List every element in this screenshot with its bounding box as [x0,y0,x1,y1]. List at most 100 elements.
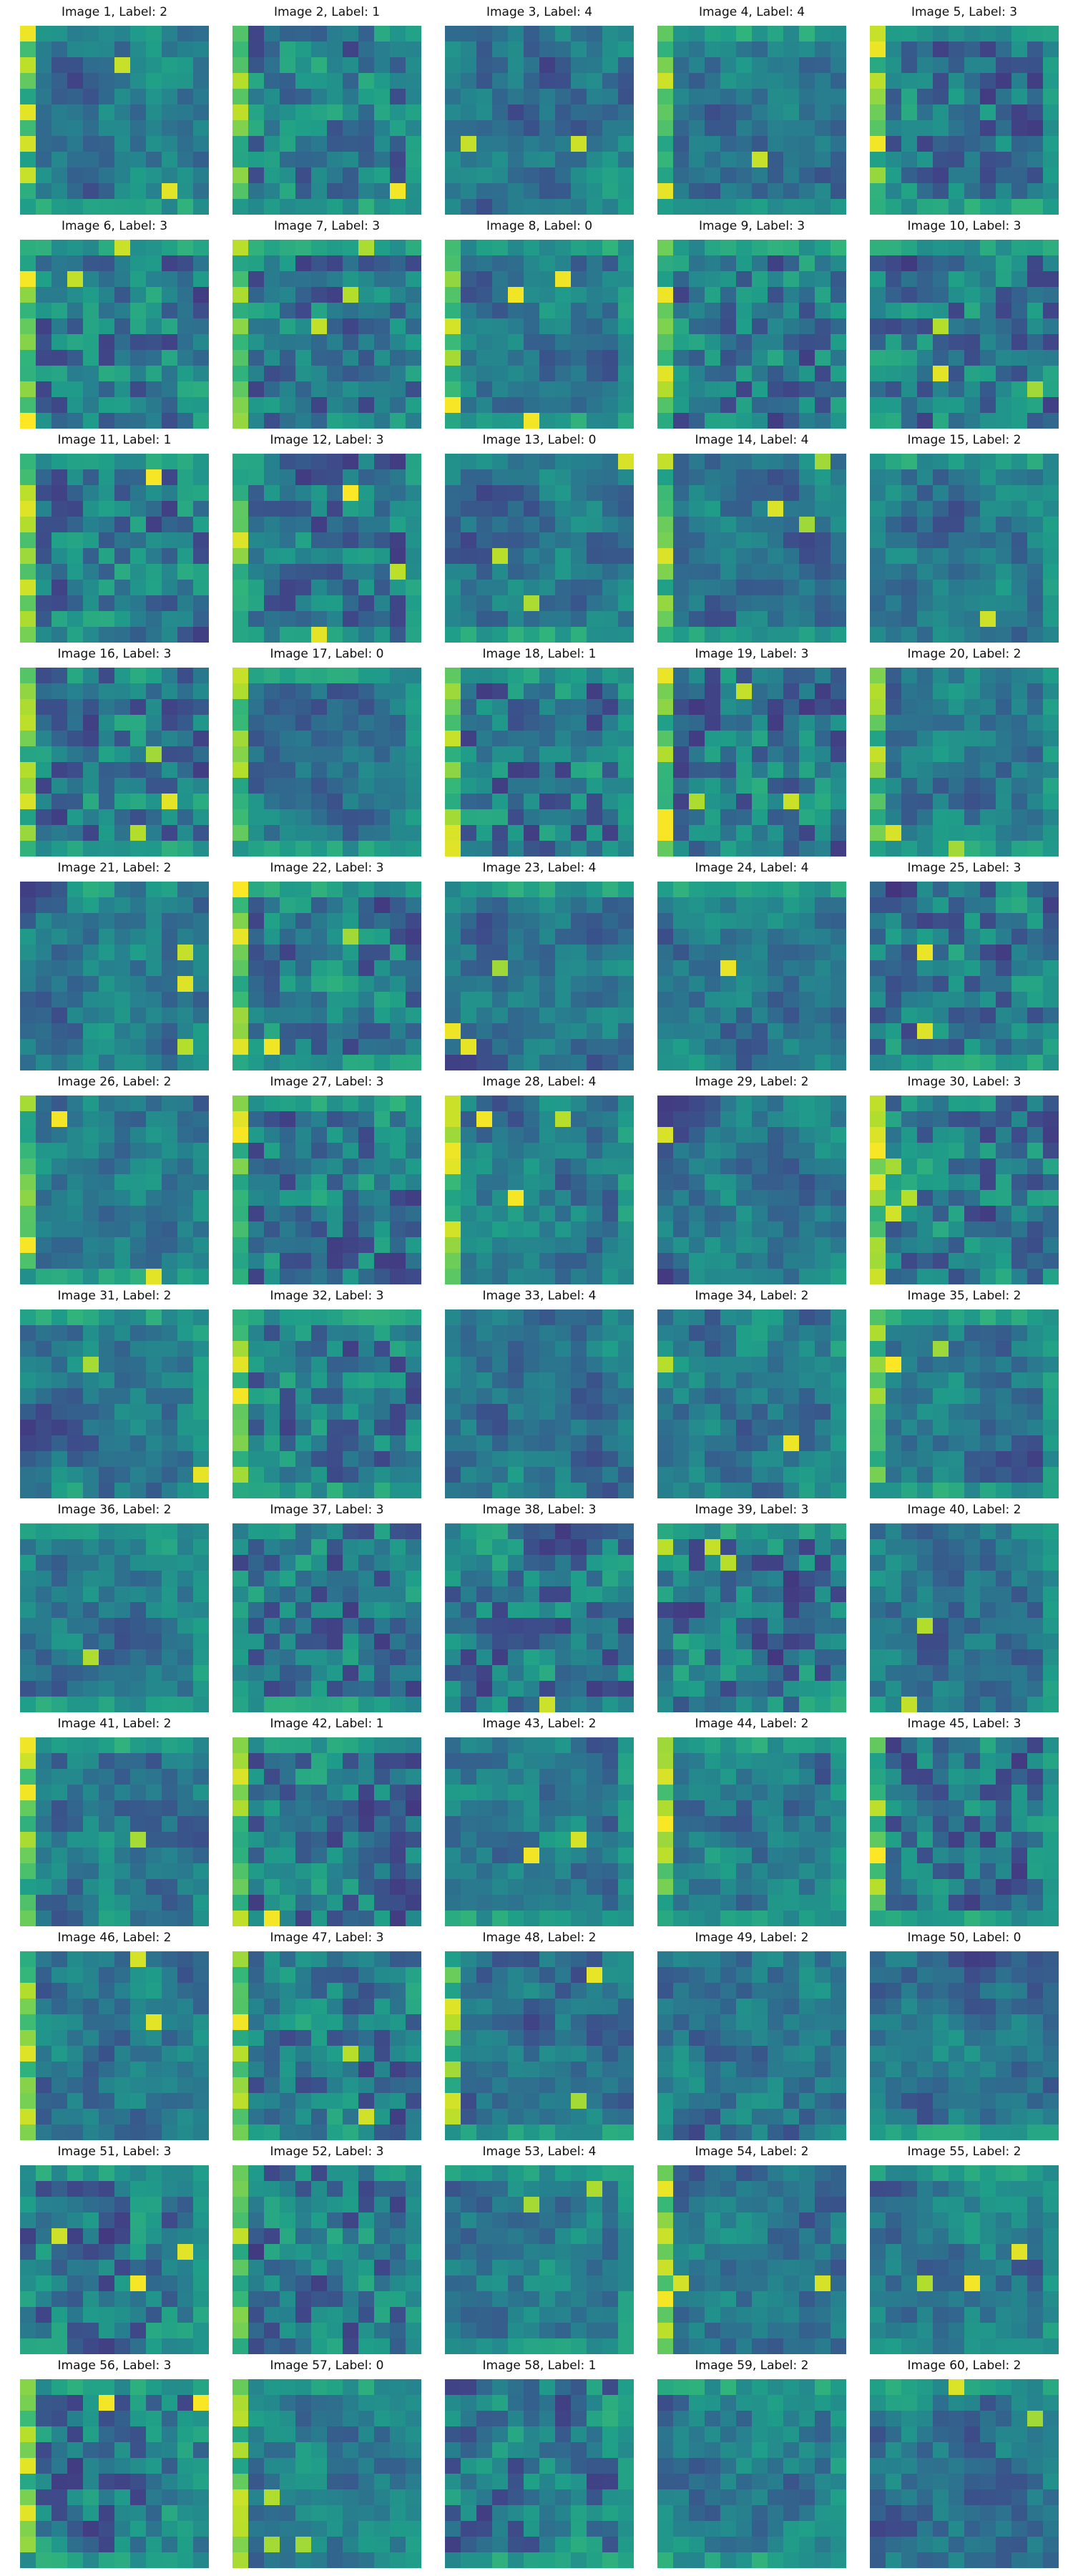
heatmap-cell [295,976,312,992]
heatmap-cell [146,89,162,105]
heatmap-cell [815,683,831,700]
heatmap-cell [555,841,572,857]
heatmap-cell [99,1055,115,1070]
heatmap-cell [343,897,359,914]
heatmap-cell [358,1357,375,1373]
heatmap-cell [162,397,178,414]
heatmap-cell [445,1055,461,1070]
heatmap-cell [815,731,831,747]
heatmap-cell [964,318,981,335]
heatmap-cell [193,683,209,700]
heatmap-cell [193,104,209,121]
heatmap-cell [996,595,1012,612]
heatmap-cell [67,397,84,414]
heatmap-cell [67,1404,84,1420]
heatmap-cell [390,564,406,580]
heatmap-cell [248,731,265,747]
heatmap-cell [327,183,343,200]
heatmap-cell [587,454,603,470]
heatmap-cell [295,1309,312,1326]
heatmap-cell [1043,809,1059,826]
heatmap-cell [618,627,634,643]
heatmap-cell [886,929,902,945]
heatmap-cell [964,960,981,977]
heatmap-cell [618,485,634,502]
heatmap-cell [193,366,209,382]
heatmap-cell [162,611,178,628]
heatmap-cell [295,1055,312,1070]
heatmap-cell [1043,73,1059,89]
heatmap-cell [996,397,1012,414]
heatmap-cell [815,152,831,168]
heatmap-cell [524,595,540,612]
heatmap-cell [114,1467,131,1483]
heatmap-cell [933,469,949,486]
heatmap-cell [295,580,312,596]
heatmap-cell [476,42,493,58]
heatmap-cell [831,809,846,826]
heatmap-cell [705,1055,721,1070]
heatmap-cell [1027,809,1044,826]
heatmap-cell [390,287,406,303]
heatmap-cell [524,1111,540,1128]
heatmap-cell [248,120,265,137]
heatmap-cell [689,469,705,486]
heatmap-cell [571,960,587,977]
heatmap-cell [67,668,84,684]
heatmap-cell [524,167,540,184]
heatmap-cell [476,1357,493,1373]
heatmap-cell [358,318,375,335]
heatmap-cell [964,794,981,810]
heatmap-cell [602,104,619,121]
heatmap-cell [177,501,194,517]
heatmap-cell [720,699,737,716]
heatmap-cell [406,26,421,42]
heatmap-cell [358,469,375,486]
heatmap-cell [555,882,572,898]
heatmap-cell [539,548,556,565]
heatmap-cell [886,366,902,382]
heatmap-cell [36,485,52,502]
heatmap-cell [146,1388,162,1405]
heatmap-cell [964,1221,981,1238]
heatmap-cell [36,778,52,794]
heatmap-cell [492,564,509,580]
heatmap-cell [815,1039,831,1055]
heatmap-cell [870,136,886,152]
heatmap-cell [36,152,52,168]
heatmap-cell [461,731,477,747]
heatmap-cell [162,1190,178,1206]
heatmap-cell [343,1341,359,1357]
heatmap-cell [964,841,981,857]
heatmap-cell [901,1023,918,1040]
heatmap-cell [831,1008,846,1024]
heatmap-cell [67,1190,84,1206]
heatmap-cell [311,841,328,857]
heatmap-cell [799,699,815,716]
heatmap-cell [390,882,406,898]
heatmap-cell [1043,501,1059,517]
heatmap-cell [508,1055,524,1070]
heatmap-cell [461,334,477,351]
heatmap-cell [602,746,619,763]
heatmap-cell [67,897,84,914]
heatmap-cell [508,366,524,382]
heatmap-cell [571,152,587,168]
heatmap-cell [996,1174,1012,1191]
heatmap-cell [1043,564,1059,580]
heatmap-cell [539,104,556,121]
heatmap-cell [799,397,815,414]
heatmap-cell [508,627,524,643]
heatmap-cell [689,595,705,612]
heatmap-cell [264,136,280,152]
heatmap-cell [343,1055,359,1070]
heatmap-cell [831,152,846,168]
heatmap-cell [67,167,84,184]
heatmap-cell [280,255,296,272]
heatmap-cell [815,381,831,398]
heatmap-cell [996,120,1012,137]
heatmap-cell [815,809,831,826]
heatmap-cell [52,136,68,152]
heatmap-cell [571,1435,587,1452]
heatmap-cell [587,199,603,215]
